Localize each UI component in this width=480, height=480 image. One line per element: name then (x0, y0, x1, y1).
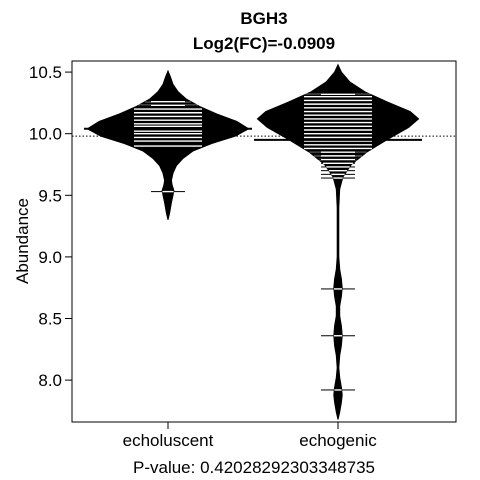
bean-density-echogenic (256, 63, 420, 420)
x-tick-label-echogenic: echogenic (299, 431, 377, 450)
y-tick-label: 9.5 (38, 186, 62, 205)
y-tick-label: 10.5 (29, 63, 62, 82)
x-axis-label: P-value: 0.42028292303348735 (133, 458, 375, 477)
y-tick-label: 8.0 (38, 371, 62, 390)
bean-echoluscent (84, 69, 252, 221)
y-tick-label: 10.0 (29, 125, 62, 144)
y-axis: 8.0 8.5 9.0 9.5 10.0 10.5 (29, 63, 72, 390)
y-axis-label: Abundance (13, 198, 32, 284)
chart-title: BGH3 (240, 9, 287, 28)
chart-subtitle: Log2(FC)=-0.0909 (193, 34, 335, 53)
plot-frame (71, 60, 457, 423)
bean-echogenic (254, 63, 422, 420)
y-tick-label: 9.0 (38, 248, 62, 267)
x-tick-label-echoluscent: echoluscent (123, 431, 214, 450)
beans-layer (72, 63, 456, 420)
x-axis: echoluscent echogenic (123, 422, 377, 450)
y-tick-label: 8.5 (38, 310, 62, 329)
